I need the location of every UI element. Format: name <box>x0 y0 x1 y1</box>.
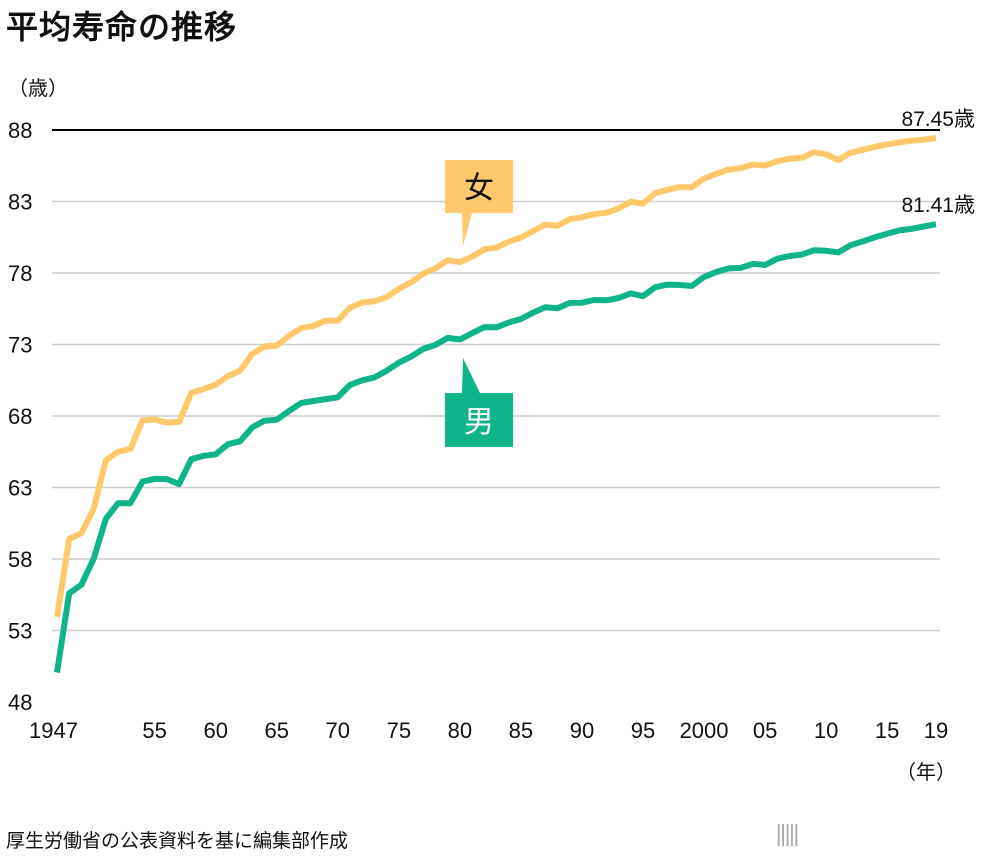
x-axis-label: （年） <box>896 760 956 784</box>
series-line-male <box>54 221 937 673</box>
x-tick-label: 15 <box>875 718 899 743</box>
legend-callout-female <box>445 160 513 246</box>
x-tick-label: 1947 <box>29 718 78 743</box>
y-tick-label: 58 <box>8 547 32 572</box>
x-tick-label: 85 <box>509 718 533 743</box>
y-tick-label: 48 <box>8 690 32 715</box>
y-tick-label: 73 <box>8 333 32 358</box>
end-value-label: 87.45歳 <box>901 108 975 131</box>
y-tick-label: 88 <box>8 118 32 143</box>
series-line-female <box>54 134 937 618</box>
y-tick-label: 63 <box>8 476 32 501</box>
x-tick-label: 70 <box>326 718 350 743</box>
y-tick-label: 53 <box>8 619 32 644</box>
x-tick-label: 55 <box>142 718 166 743</box>
x-tick-label: 05 <box>753 718 777 743</box>
legend-label-female: 女 <box>464 171 494 206</box>
legend-label-male: 男 <box>464 405 494 440</box>
x-tick-label: 75 <box>387 718 411 743</box>
end-value-label: 81.41歳 <box>901 194 975 217</box>
x-tick-label: 2000 <box>680 718 729 743</box>
x-tick-label: 90 <box>570 718 594 743</box>
x-tick-label: 95 <box>631 718 655 743</box>
y-axis-label: （歳） <box>8 76 68 100</box>
source-note: 厚生労働省の公表資料を基に編集部作成 <box>6 830 349 852</box>
x-tick-label: 10 <box>814 718 838 743</box>
nippon-logo: ||||| nippon.com <box>775 822 978 856</box>
x-tick-label: 60 <box>203 718 227 743</box>
x-tick-label: 19 <box>924 718 948 743</box>
x-tick-label: 80 <box>448 718 472 743</box>
y-tick-label: 78 <box>8 261 32 286</box>
y-tick-label: 83 <box>8 190 32 215</box>
y-tick-label: 68 <box>8 404 32 429</box>
legend-callout-male <box>445 358 513 447</box>
page-title: 平均寿命の推移 <box>6 8 238 46</box>
x-tick-label: 65 <box>265 718 289 743</box>
